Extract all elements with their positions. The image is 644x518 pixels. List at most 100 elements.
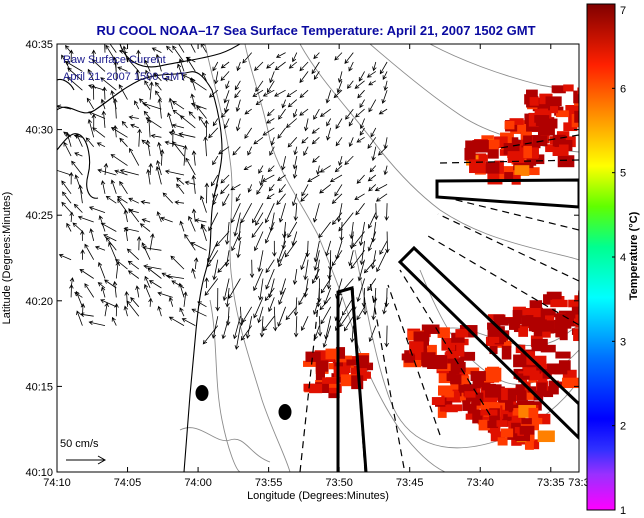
- current-vector: [319, 184, 331, 194]
- current-vector: [135, 285, 140, 298]
- current-vector: [168, 316, 185, 326]
- current-vector: [65, 61, 83, 72]
- current-vector: [119, 180, 128, 195]
- current-vector: [381, 90, 388, 104]
- current-vector: [371, 221, 377, 243]
- sst-patch: [478, 401, 555, 450]
- current-vector: [84, 283, 95, 298]
- current-vector: [204, 182, 210, 204]
- current-vector: [141, 218, 151, 223]
- current-vector: [61, 191, 72, 204]
- current-vector: [272, 306, 278, 332]
- current-vector: [368, 80, 377, 86]
- current-vector: [204, 277, 209, 289]
- current-vector: [105, 44, 117, 63]
- current-vector: [247, 146, 253, 156]
- current-vector: [335, 118, 343, 130]
- current-vector: [223, 90, 230, 104]
- current-vector: [269, 146, 275, 156]
- current-vector: [151, 47, 162, 53]
- current-vector: [371, 146, 377, 162]
- current-vector: [325, 90, 332, 104]
- current-vector: [266, 80, 275, 94]
- current-vector: [298, 287, 309, 306]
- buoy-marker: [278, 404, 292, 420]
- current-vector: [202, 72, 207, 81]
- current-vector: [88, 320, 106, 326]
- current-vector: [293, 297, 299, 317]
- current-vector: [157, 305, 162, 317]
- current-vector: [277, 306, 286, 327]
- current-vector: [257, 250, 264, 273]
- current-vector: [121, 120, 128, 129]
- current-vector: [359, 99, 365, 109]
- current-vector: [367, 278, 377, 292]
- current-vector: [258, 165, 264, 174]
- current-vector: [57, 167, 72, 176]
- current-vector: [236, 240, 241, 259]
- colorbar-tick-label: 7: [620, 5, 626, 17]
- current-vector: [171, 123, 185, 129]
- current-vector: [292, 108, 298, 118]
- current-vector: [176, 183, 185, 195]
- current-vector: [259, 316, 265, 338]
- current-vector: [127, 270, 140, 279]
- current-vector: [300, 250, 309, 271]
- colorbar-ticks: 1 2 3 4 5 6 7: [612, 3, 626, 517]
- current-vector: [148, 280, 162, 289]
- y-axis: 40:10 40:15 40:20 40:25 40:30 40:35: [25, 39, 579, 479]
- current-vector: [278, 184, 286, 194]
- current-vector: [236, 61, 241, 72]
- current-vector: [265, 268, 275, 290]
- current-vector: [198, 116, 207, 129]
- current-vector: [373, 203, 379, 221]
- current-vector: [293, 316, 299, 338]
- current-vector: [208, 127, 219, 139]
- x-axis: 74:10 74:05 74:00 73:55 73:50 73:45 73:40 73:35…: [43, 44, 590, 489]
- current-vector: [119, 168, 139, 176]
- current-vector: [191, 150, 197, 166]
- current-vector: [277, 174, 286, 181]
- current-vector: [350, 250, 365, 270]
- current-vector: [244, 127, 253, 139]
- current-vector: [312, 203, 320, 223]
- current-vector: [367, 137, 377, 149]
- current-vector: [311, 61, 320, 75]
- current-vector: [299, 61, 309, 72]
- current-vector: [252, 203, 264, 224]
- current-vector: [303, 259, 309, 281]
- x-tick-label: 73:55: [255, 477, 283, 489]
- current-vector: [231, 231, 241, 252]
- current-vector: [168, 296, 174, 307]
- current-vector: [212, 61, 219, 72]
- current-vector: [220, 61, 230, 69]
- current-vector: [348, 250, 354, 267]
- current-vector: [375, 193, 388, 202]
- current-vector: [361, 287, 367, 308]
- current-vector: [317, 316, 323, 337]
- current-vector: [277, 127, 286, 139]
- current-vector: [253, 297, 264, 319]
- current-vector: [100, 180, 106, 194]
- current-vector: [331, 193, 343, 204]
- current-vector: [144, 80, 151, 91]
- colorbar-tick-label: 5: [620, 168, 626, 180]
- current-vector: [319, 165, 331, 173]
- current-vector: [97, 168, 117, 176]
- current-vector: [256, 184, 264, 195]
- current-vector: [139, 223, 151, 232]
- current-vector: [277, 250, 286, 268]
- current-vector: [281, 231, 286, 250]
- current-vector: [179, 220, 185, 232]
- current-vector: [348, 118, 354, 127]
- current-vector: [288, 61, 298, 69]
- current-vector: [335, 240, 343, 260]
- current-vector: [249, 259, 255, 279]
- current-vector: [269, 71, 275, 84]
- current-vector: [119, 137, 128, 147]
- current-vector: [115, 261, 120, 279]
- current-vector: [267, 165, 275, 173]
- current-vector: [126, 57, 140, 72]
- current-vector: [372, 287, 378, 303]
- current-vector: [299, 89, 309, 98]
